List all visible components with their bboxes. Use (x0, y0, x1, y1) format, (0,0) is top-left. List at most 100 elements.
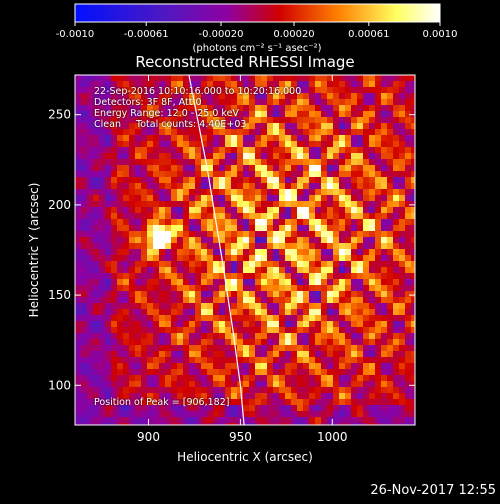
heatmap-cell (219, 153, 225, 159)
heatmap-cell (123, 315, 129, 321)
heatmap-cell (231, 255, 237, 261)
heatmap-cell (141, 231, 147, 237)
heatmap-cell (375, 189, 381, 195)
heatmap-cell (255, 93, 261, 99)
heatmap-cell (177, 75, 183, 81)
heatmap-cell (357, 381, 363, 387)
heatmap-cell (201, 201, 207, 207)
heatmap-cell (117, 195, 123, 201)
heatmap-cell (267, 369, 273, 375)
heatmap-cell (405, 303, 411, 309)
heatmap-cell (375, 129, 381, 135)
heatmap-cell (303, 273, 309, 279)
heatmap-cell (315, 411, 321, 417)
heatmap-cell (135, 237, 141, 243)
heatmap-cell (345, 189, 351, 195)
heatmap-cell (189, 177, 195, 183)
heatmap-cell (99, 147, 105, 153)
heatmap-cell (393, 315, 399, 321)
heatmap-cell (219, 87, 225, 93)
heatmap-cell (159, 87, 165, 93)
heatmap-cell (219, 399, 225, 405)
heatmap-cell (159, 291, 165, 297)
heatmap-cell (135, 153, 141, 159)
heatmap-cell (327, 285, 333, 291)
heatmap-cell (111, 123, 117, 129)
heatmap-cell (111, 387, 117, 393)
heatmap-cell (141, 207, 147, 213)
heatmap-cell (399, 255, 405, 261)
heatmap-cell (189, 417, 195, 423)
heatmap-cell (81, 315, 87, 321)
heatmap-cell (207, 357, 213, 363)
heatmap-cell (189, 81, 195, 87)
heatmap-cell (195, 285, 201, 291)
heatmap-cell (273, 297, 279, 303)
heatmap-cell (321, 81, 327, 87)
heatmap-cell (411, 417, 415, 423)
heatmap-cell (219, 195, 225, 201)
heatmap-cell (147, 309, 153, 315)
heatmap-cell (363, 315, 369, 321)
heatmap-cell (327, 159, 333, 165)
heatmap-cell (153, 351, 159, 357)
heatmap-cell (405, 159, 411, 165)
heatmap-cell (321, 333, 327, 339)
heatmap-cell (93, 303, 99, 309)
heatmap-cell (309, 189, 315, 195)
heatmap-cell (237, 369, 243, 375)
heatmap-cell (99, 165, 105, 171)
heatmap-cell (213, 255, 219, 261)
heatmap-cell (105, 399, 111, 405)
heatmap-cell (111, 189, 117, 195)
heatmap-cell (315, 105, 321, 111)
heatmap-cell (303, 303, 309, 309)
heatmap-cell (345, 369, 351, 375)
heatmap-cell (129, 159, 135, 165)
heatmap-cell (315, 357, 321, 363)
heatmap-cell (405, 123, 411, 129)
heatmap-cell (381, 111, 387, 117)
heatmap-cell (87, 393, 93, 399)
heatmap-cell (147, 207, 153, 213)
heatmap-cell (363, 207, 369, 213)
heatmap-cell (261, 357, 267, 363)
heatmap-cell (99, 381, 105, 387)
heatmap-cell (303, 327, 309, 333)
heatmap-cell (369, 93, 375, 99)
heatmap-cell (213, 165, 219, 171)
heatmap-cell (273, 417, 279, 423)
heatmap-cell (255, 99, 261, 105)
heatmap-cell (195, 351, 201, 357)
heatmap-cell (255, 333, 261, 339)
heatmap-cell (375, 87, 381, 93)
heatmap-cell (387, 189, 393, 195)
heatmap-cell (87, 81, 93, 87)
heatmap-cell (147, 381, 153, 387)
heatmap-cell (93, 243, 99, 249)
heatmap-cell (369, 75, 375, 81)
heatmap-cell (405, 405, 411, 411)
heatmap-cell (249, 297, 255, 303)
heatmap-cell (279, 111, 285, 117)
heatmap-cell (387, 249, 393, 255)
heatmap-cell (309, 249, 315, 255)
heatmap-cell (195, 411, 201, 417)
heatmap-cell (243, 351, 249, 357)
heatmap-cell (207, 105, 213, 111)
heatmap-cell (87, 303, 93, 309)
heatmap-cell (255, 273, 261, 279)
heatmap-cell (399, 399, 405, 405)
heatmap-cell (411, 345, 415, 351)
heatmap-cell (87, 273, 93, 279)
heatmap-cell (183, 297, 189, 303)
heatmap-cell (381, 249, 387, 255)
heatmap-cell (93, 111, 99, 117)
heatmap-cell (237, 399, 243, 405)
heatmap-cell (393, 207, 399, 213)
heatmap-cell (141, 129, 147, 135)
heatmap-cell (273, 231, 279, 237)
heatmap-cell (315, 405, 321, 411)
heatmap-cell (387, 357, 393, 363)
heatmap-cell (135, 345, 141, 351)
